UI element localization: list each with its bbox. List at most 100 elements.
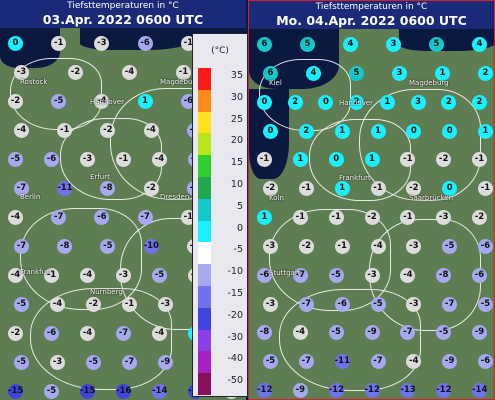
temperature-marker: -5 xyxy=(152,268,167,283)
temperature-marker: 0 xyxy=(8,36,23,51)
temperature-marker: -2 xyxy=(472,210,487,225)
temperature-marker: -5 xyxy=(14,355,29,370)
temperature-marker: 1 xyxy=(379,94,395,110)
legend-swatch xyxy=(198,220,211,243)
city-label: Dresden xyxy=(160,193,190,201)
temperature-marker: -2 xyxy=(406,181,422,197)
temperature-marker: -5 xyxy=(51,94,67,109)
temperature-marker: -5 xyxy=(44,384,59,399)
temperature-marker: -9 xyxy=(442,354,458,370)
temperature-marker: -6 xyxy=(334,296,350,312)
temperature-marker: -5 xyxy=(100,239,116,254)
legend-swatch xyxy=(198,89,211,112)
temperature-marker: -4 xyxy=(292,325,308,341)
temperature-marker: -13 xyxy=(400,383,416,398)
temperature-marker: -7 xyxy=(400,325,416,341)
temperature-marker: -2 xyxy=(143,181,159,196)
temperature-marker: 2 xyxy=(441,94,457,110)
legend-swatch xyxy=(198,373,211,395)
temperature-marker: -1 xyxy=(472,152,487,168)
legend-swatch xyxy=(198,329,211,352)
temperature-marker: -3 xyxy=(263,238,278,254)
city-label: Rostock xyxy=(20,78,48,86)
temperature-marker: -5 xyxy=(14,297,29,312)
temperature-marker: -8 xyxy=(57,239,73,254)
temperature-marker: -7 xyxy=(51,210,67,225)
temperature-marker: -2 xyxy=(298,238,314,254)
legend-tick-label: 0 xyxy=(236,222,243,234)
temperature-marker: -3 xyxy=(436,210,452,225)
temperature-marker: 4 xyxy=(306,65,321,81)
temperature-marker: -6 xyxy=(137,36,153,51)
legend-tick-label: 15 xyxy=(230,157,243,169)
temperature-marker: -8 xyxy=(257,325,272,341)
temperature-marker: -3 xyxy=(80,152,95,167)
legend-tick-label: -10 xyxy=(227,266,243,278)
temperature-marker: -8 xyxy=(436,267,452,283)
temperature-marker: -5 xyxy=(8,152,23,167)
temperature-marker: 2 xyxy=(349,94,365,110)
legend-tick-label: -40 xyxy=(227,353,243,365)
city-label: Hannover xyxy=(339,99,374,107)
temperature-marker: -3 xyxy=(116,268,131,283)
temperature-marker: -1 xyxy=(370,181,386,197)
temperature-marker: -10 xyxy=(143,239,159,254)
temperature-marker: -2 xyxy=(364,210,380,225)
temperature-marker: -5 xyxy=(478,296,493,312)
temperature-marker: 0 xyxy=(328,152,344,168)
temperature-marker: -9 xyxy=(472,325,487,341)
temperature-marker: -7 xyxy=(14,181,29,196)
temperature-marker: -1 xyxy=(400,152,416,168)
temperature-marker: -1 xyxy=(51,36,67,51)
temperature-marker: -3 xyxy=(364,267,380,283)
temperature-marker: -4 xyxy=(50,297,65,312)
sea-area xyxy=(399,29,494,51)
temperature-marker: -7 xyxy=(116,326,131,341)
temperature-marker: -6 xyxy=(44,326,59,341)
temperature-marker: -5 xyxy=(442,238,458,254)
temperature-marker: -9 xyxy=(364,325,380,341)
temperature-marker: 0 xyxy=(442,123,458,139)
legend-swatch xyxy=(198,307,211,330)
temperature-marker: -2 xyxy=(436,152,452,168)
temperature-marker: -6 xyxy=(478,238,493,254)
legend-swatch xyxy=(198,351,211,374)
legend-swatch xyxy=(198,133,211,156)
temperature-marker: -4 xyxy=(143,123,159,138)
temperature-marker: -1 xyxy=(292,210,308,225)
temperature-marker: -11 xyxy=(334,354,350,370)
temperature-marker: -4 xyxy=(14,123,29,138)
legend-tick-label: 10 xyxy=(230,179,243,190)
city-label: Nürnberg xyxy=(90,288,123,296)
temperature-marker: -12 xyxy=(257,383,272,398)
temperature-marker: 1 xyxy=(334,123,350,139)
temperature-marker: -6 xyxy=(478,354,493,370)
legend-tick-label: -50 xyxy=(227,375,243,387)
temperature-marker: -7 xyxy=(442,296,458,312)
city-label: Frankfurt xyxy=(20,268,52,276)
temperature-marker: -12 xyxy=(436,383,452,398)
temperature-marker: 1 xyxy=(364,152,380,168)
city-label: Magdeburg xyxy=(160,78,200,86)
legend-swatch xyxy=(198,242,211,265)
temperature-marker: -5 xyxy=(328,267,344,283)
temperature-marker: -6 xyxy=(257,267,272,283)
temperature-marker: 1 xyxy=(478,123,493,139)
temperature-marker: -1 xyxy=(44,268,59,283)
panel-heading: Tiefsttemperaturen in °C xyxy=(315,2,428,12)
temperature-marker: -9 xyxy=(292,383,308,398)
temperature-marker: -11 xyxy=(57,181,73,196)
city-label: Stuttgart xyxy=(269,269,301,277)
temperature-marker: -1 xyxy=(328,210,344,225)
temperature-marker: -1 xyxy=(298,181,314,197)
temperature-marker: -1 xyxy=(176,65,191,80)
state-border xyxy=(359,89,481,201)
legend-tick-label: -5 xyxy=(233,244,243,256)
temperature-marker: -4 xyxy=(406,354,422,370)
legend-tick-label: 5 xyxy=(236,200,243,212)
temperature-marker: -2 xyxy=(263,181,278,197)
temperature-marker: 1 xyxy=(370,123,386,139)
temperature-marker: 6 xyxy=(263,65,278,81)
temperature-marker: -5 xyxy=(370,296,386,312)
temperature-marker: -2 xyxy=(8,326,23,341)
